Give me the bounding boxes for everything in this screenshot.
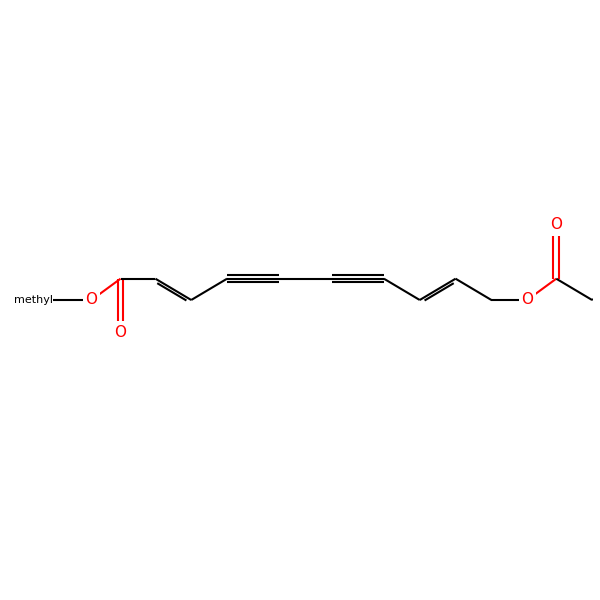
Text: methyl: methyl bbox=[14, 295, 53, 305]
Text: O: O bbox=[521, 292, 533, 307]
Text: O: O bbox=[550, 217, 562, 232]
Text: O: O bbox=[86, 292, 98, 307]
Text: O: O bbox=[115, 325, 127, 340]
